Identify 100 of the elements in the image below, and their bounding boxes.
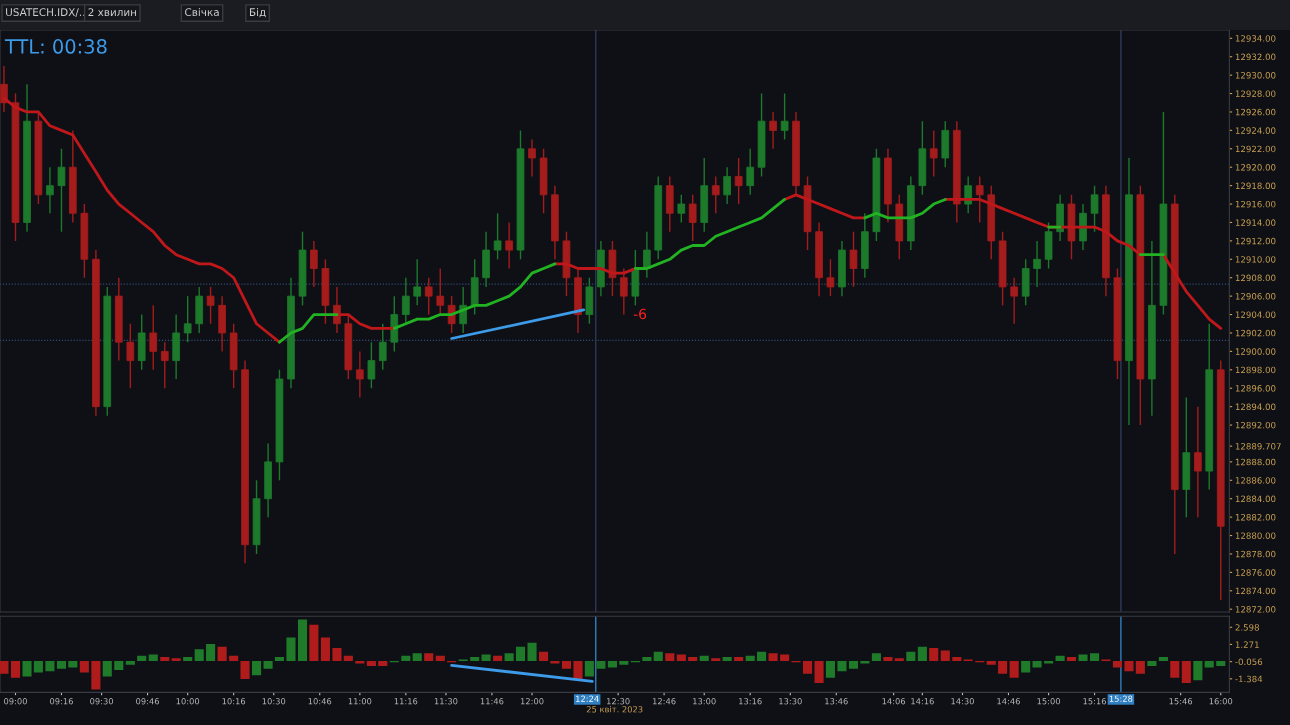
bar <box>802 660 813 674</box>
candlestick <box>528 138 536 178</box>
bar <box>848 660 859 669</box>
bar <box>665 653 675 661</box>
bar <box>814 660 824 683</box>
bar <box>332 647 342 661</box>
candlestick <box>57 148 66 233</box>
bar <box>1124 660 1134 672</box>
x-tick-label: 12:00 <box>520 698 544 705</box>
x-tick-label: 12:30 <box>607 698 630 705</box>
y-tick-label: 12874.00 <box>1235 587 1276 595</box>
x-tick-label: 13:00 <box>693 698 716 705</box>
bar <box>206 644 216 661</box>
x-tick-label: 09:00 <box>4 698 27 705</box>
bar <box>286 637 296 661</box>
annotation: TTL: 00:38 <box>4 39 107 54</box>
x-tick-label: 15:16 <box>1083 698 1107 705</box>
bar <box>676 654 686 661</box>
bar <box>263 660 273 669</box>
bar <box>435 655 445 661</box>
bar <box>160 657 170 661</box>
candlestick <box>126 323 135 389</box>
y-tick-label: 12896.00 <box>1235 385 1276 392</box>
candlestick <box>723 166 731 205</box>
bar <box>424 653 434 661</box>
x-tick-label: 09:46 <box>136 698 160 705</box>
x-tick-label: 15:46 <box>1169 698 1193 705</box>
y-tick-label: 2.598 <box>1235 624 1259 631</box>
y-tick-label: 12894.00 <box>1235 403 1276 411</box>
bar <box>860 660 870 664</box>
bar <box>940 650 950 661</box>
bar <box>343 655 353 661</box>
x-tick-label: 09:30 <box>90 698 114 705</box>
bar <box>91 660 101 690</box>
bar <box>171 658 181 661</box>
bar <box>0 660 9 674</box>
bar <box>722 657 732 661</box>
bar <box>481 654 491 661</box>
x-tick-label: 11:46 <box>480 698 504 705</box>
candlestick <box>746 148 755 196</box>
candlestick <box>643 230 651 279</box>
bar <box>79 660 89 673</box>
candlestick <box>1033 240 1041 288</box>
y-tick-label: 12888.00 <box>1235 458 1276 466</box>
y-tick-label: 12914.00 <box>1235 219 1276 226</box>
candlestick <box>929 129 938 178</box>
bar <box>309 624 319 661</box>
bar <box>1170 660 1180 678</box>
bar <box>1158 657 1168 661</box>
bar <box>194 649 204 661</box>
y-tick-label: 12876.00 <box>1235 569 1276 576</box>
bar <box>1090 653 1100 661</box>
bar <box>642 657 652 661</box>
x-tick-label: 10:00 <box>176 698 200 705</box>
x-tick-label: 11:16 <box>394 698 418 705</box>
bar <box>711 658 721 661</box>
x-tick-label: 10:46 <box>308 698 332 705</box>
bar <box>22 660 32 677</box>
bar <box>68 660 78 668</box>
y-tick-label: 12912.00 <box>1235 237 1276 245</box>
bar <box>1044 660 1054 664</box>
y-tick-label: 12910.00 <box>1235 256 1276 263</box>
candlestick <box>688 194 697 242</box>
bar <box>1009 660 1019 678</box>
candlestick <box>367 341 376 389</box>
candlestick <box>149 304 158 371</box>
y-tick-label: 12918.00 <box>1235 182 1276 190</box>
y-tick-label: 12902.00 <box>1235 329 1276 337</box>
candlestick <box>160 341 169 389</box>
bar <box>883 657 893 661</box>
bar <box>573 660 583 680</box>
candlestick <box>769 111 777 150</box>
bar <box>986 660 996 665</box>
bar <box>1204 660 1214 668</box>
bar <box>607 660 617 668</box>
ref-line-label: 15:28 <box>1109 695 1133 702</box>
x-tick-label: 14:06 <box>882 698 906 705</box>
bar <box>137 655 147 661</box>
candlestick <box>424 277 433 316</box>
bar <box>102 660 112 677</box>
bar <box>1181 660 1191 683</box>
bar <box>412 653 422 661</box>
bar <box>252 660 262 676</box>
y-tick-label: 12920.00 <box>1235 164 1276 171</box>
bar <box>148 654 158 661</box>
x-tick-label: 13:30 <box>779 698 802 705</box>
y-tick-label: 12904.00 <box>1235 311 1276 318</box>
candlestick <box>1090 184 1099 233</box>
candlestick <box>505 221 513 270</box>
ref-line-label: 12:24 <box>576 695 599 702</box>
candlestick <box>493 212 502 260</box>
bar <box>1055 655 1065 661</box>
y-tick-label: -1.384 <box>1235 675 1263 683</box>
y-tick-label: 12924.00 <box>1235 127 1276 134</box>
candlestick <box>356 350 364 399</box>
y-tick-label: 12889.707 <box>1235 443 1281 450</box>
y-tick-label: 12908.00 <box>1235 274 1276 282</box>
candlestick <box>1010 277 1018 325</box>
bar <box>1032 660 1042 668</box>
bar <box>1078 654 1088 661</box>
